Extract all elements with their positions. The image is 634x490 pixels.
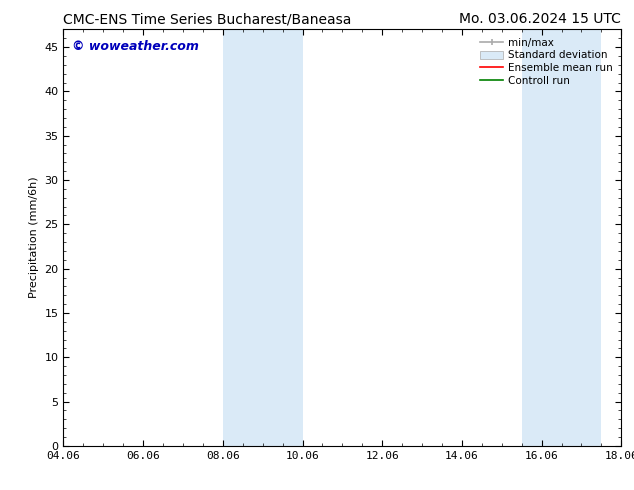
Y-axis label: Precipitation (mm/6h): Precipitation (mm/6h) [29,177,39,298]
Text: Mo. 03.06.2024 15 UTC: Mo. 03.06.2024 15 UTC [460,12,621,26]
Text: CMC-ENS Time Series Bucharest/Baneasa: CMC-ENS Time Series Bucharest/Baneasa [63,12,352,26]
Text: © woweather.com: © woweather.com [72,40,198,53]
Bar [223,29,302,446]
Legend: min/max, Standard deviation, Ensemble mean run, Controll run: min/max, Standard deviation, Ensemble me… [477,35,616,89]
Bar [522,29,602,446]
